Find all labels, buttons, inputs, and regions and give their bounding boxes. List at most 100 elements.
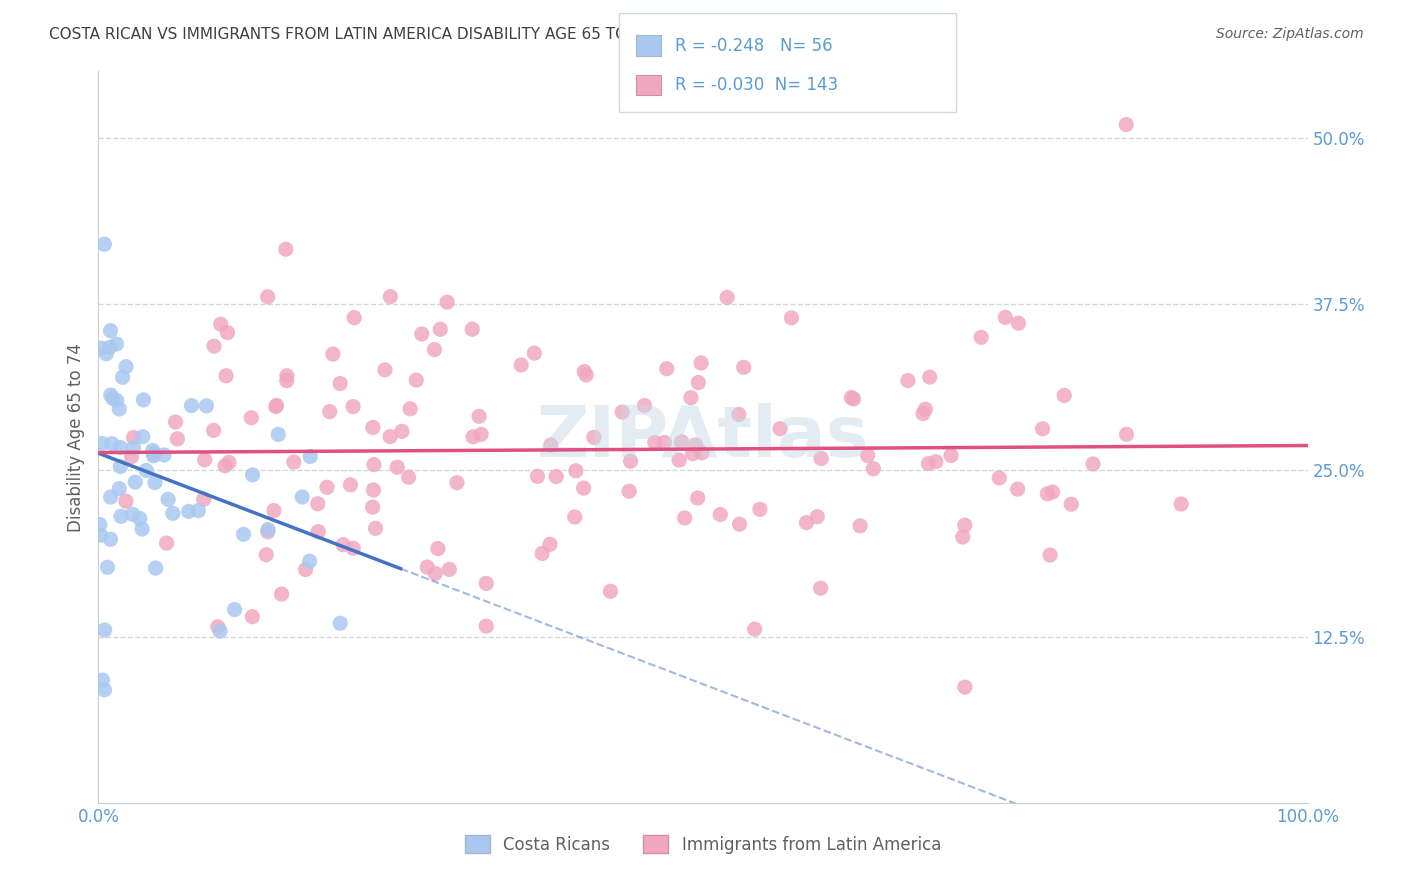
Immigrants from Latin America — [446, 475, 468, 490]
Immigrants from Latin America — [716, 290, 738, 304]
Immigrants from Latin America — [378, 429, 401, 443]
Costa Ricans — [121, 507, 143, 521]
Immigrants from Latin America — [468, 409, 491, 424]
Costa Ricans — [157, 492, 180, 507]
Costa Ricans — [101, 436, 124, 450]
Costa Ricans — [299, 450, 322, 464]
Immigrants from Latin America — [806, 509, 828, 524]
Costa Ricans — [98, 340, 121, 354]
Immigrants from Latin America — [911, 407, 934, 421]
Immigrants from Latin America — [319, 404, 342, 418]
Costa Ricans — [91, 673, 114, 687]
Costa Ricans — [100, 388, 122, 402]
Immigrants from Latin America — [953, 680, 976, 694]
Immigrants from Latin America — [202, 339, 225, 353]
Immigrants from Latin America — [256, 290, 278, 304]
Costa Ricans — [90, 528, 112, 542]
Immigrants from Latin America — [475, 619, 498, 633]
Costa Ricans — [93, 623, 115, 637]
Immigrants from Latin America — [842, 392, 865, 406]
Immigrants from Latin America — [688, 376, 710, 390]
Immigrants from Latin America — [316, 480, 339, 494]
Immigrants from Latin America — [274, 242, 297, 256]
Immigrants from Latin America — [416, 560, 439, 574]
Costa Ricans — [124, 475, 146, 490]
Immigrants from Latin America — [1115, 427, 1137, 442]
Immigrants from Latin America — [364, 521, 387, 535]
Costa Ricans — [232, 527, 254, 541]
Costa Ricans — [329, 616, 352, 631]
Immigrants from Latin America — [218, 455, 240, 469]
Immigrants from Latin America — [342, 541, 364, 556]
Costa Ricans — [122, 441, 145, 455]
Immigrants from Latin America — [1039, 548, 1062, 562]
Immigrants from Latin America — [572, 481, 595, 495]
Immigrants from Latin America — [307, 524, 329, 539]
Immigrants from Latin America — [294, 563, 316, 577]
Immigrants from Latin America — [685, 438, 707, 452]
Costa Ricans — [224, 602, 246, 616]
Costa Ricans — [177, 504, 200, 518]
Immigrants from Latin America — [122, 430, 145, 444]
Immigrants from Latin America — [897, 374, 920, 388]
Immigrants from Latin America — [769, 422, 792, 436]
Costa Ricans — [105, 393, 128, 408]
Immigrants from Latin America — [121, 450, 143, 464]
Immigrants from Latin America — [165, 415, 187, 429]
Immigrants from Latin America — [925, 454, 948, 468]
Immigrants from Latin America — [599, 584, 621, 599]
Costa Ricans — [267, 427, 290, 442]
Costa Ricans — [153, 448, 176, 462]
Immigrants from Latin America — [690, 356, 713, 370]
Immigrants from Latin America — [917, 457, 939, 471]
Immigrants from Latin America — [780, 310, 803, 325]
Immigrants from Latin America — [575, 368, 598, 382]
Immigrants from Latin America — [322, 347, 344, 361]
Immigrants from Latin America — [841, 391, 863, 405]
Costa Ricans — [100, 324, 122, 338]
Immigrants from Latin America — [436, 295, 458, 310]
Costa Ricans — [101, 392, 124, 406]
Costa Ricans — [195, 399, 218, 413]
Immigrants from Latin America — [914, 402, 936, 417]
Immigrants from Latin America — [510, 358, 533, 372]
Immigrants from Latin America — [565, 464, 588, 478]
Costa Ricans — [291, 490, 314, 504]
Immigrants from Latin America — [564, 510, 586, 524]
Immigrants from Latin America — [952, 530, 974, 544]
Text: COSTA RICAN VS IMMIGRANTS FROM LATIN AMERICA DISABILITY AGE 65 TO 74 CORRELATION: COSTA RICAN VS IMMIGRANTS FROM LATIN AME… — [49, 27, 821, 42]
Immigrants from Latin America — [953, 518, 976, 533]
Immigrants from Latin America — [728, 517, 751, 532]
Immigrants from Latin America — [939, 449, 962, 463]
Immigrants from Latin America — [644, 435, 666, 450]
Immigrants from Latin America — [1170, 497, 1192, 511]
Immigrants from Latin America — [690, 446, 713, 460]
Costa Ricans — [131, 522, 153, 536]
Costa Ricans — [143, 447, 166, 461]
Costa Ricans — [100, 490, 122, 504]
Immigrants from Latin America — [1036, 487, 1059, 501]
Costa Ricans — [111, 370, 134, 384]
Immigrants from Latin America — [380, 290, 402, 304]
Costa Ricans — [90, 341, 112, 355]
Immigrants from Latin America — [361, 500, 384, 515]
Costa Ricans — [128, 511, 150, 525]
Immigrants from Latin America — [679, 391, 702, 405]
Immigrants from Latin America — [728, 408, 751, 422]
Costa Ricans — [208, 624, 231, 638]
Immigrants from Latin America — [1007, 316, 1029, 330]
Immigrants from Latin America — [240, 410, 263, 425]
Immigrants from Latin America — [391, 425, 413, 439]
Legend: Costa Ricans, Immigrants from Latin America: Costa Ricans, Immigrants from Latin Amer… — [458, 829, 948, 860]
Immigrants from Latin America — [411, 326, 433, 341]
Text: ZIPAtlas: ZIPAtlas — [537, 402, 869, 472]
Immigrants from Latin America — [217, 326, 239, 340]
Immigrants from Latin America — [796, 516, 818, 530]
Immigrants from Latin America — [363, 458, 385, 472]
Immigrants from Latin America — [673, 511, 696, 525]
Immigrants from Latin America — [264, 400, 287, 414]
Costa Ricans — [110, 441, 132, 455]
Costa Ricans — [142, 443, 165, 458]
Immigrants from Latin America — [240, 609, 263, 624]
Immigrants from Latin America — [423, 343, 446, 357]
